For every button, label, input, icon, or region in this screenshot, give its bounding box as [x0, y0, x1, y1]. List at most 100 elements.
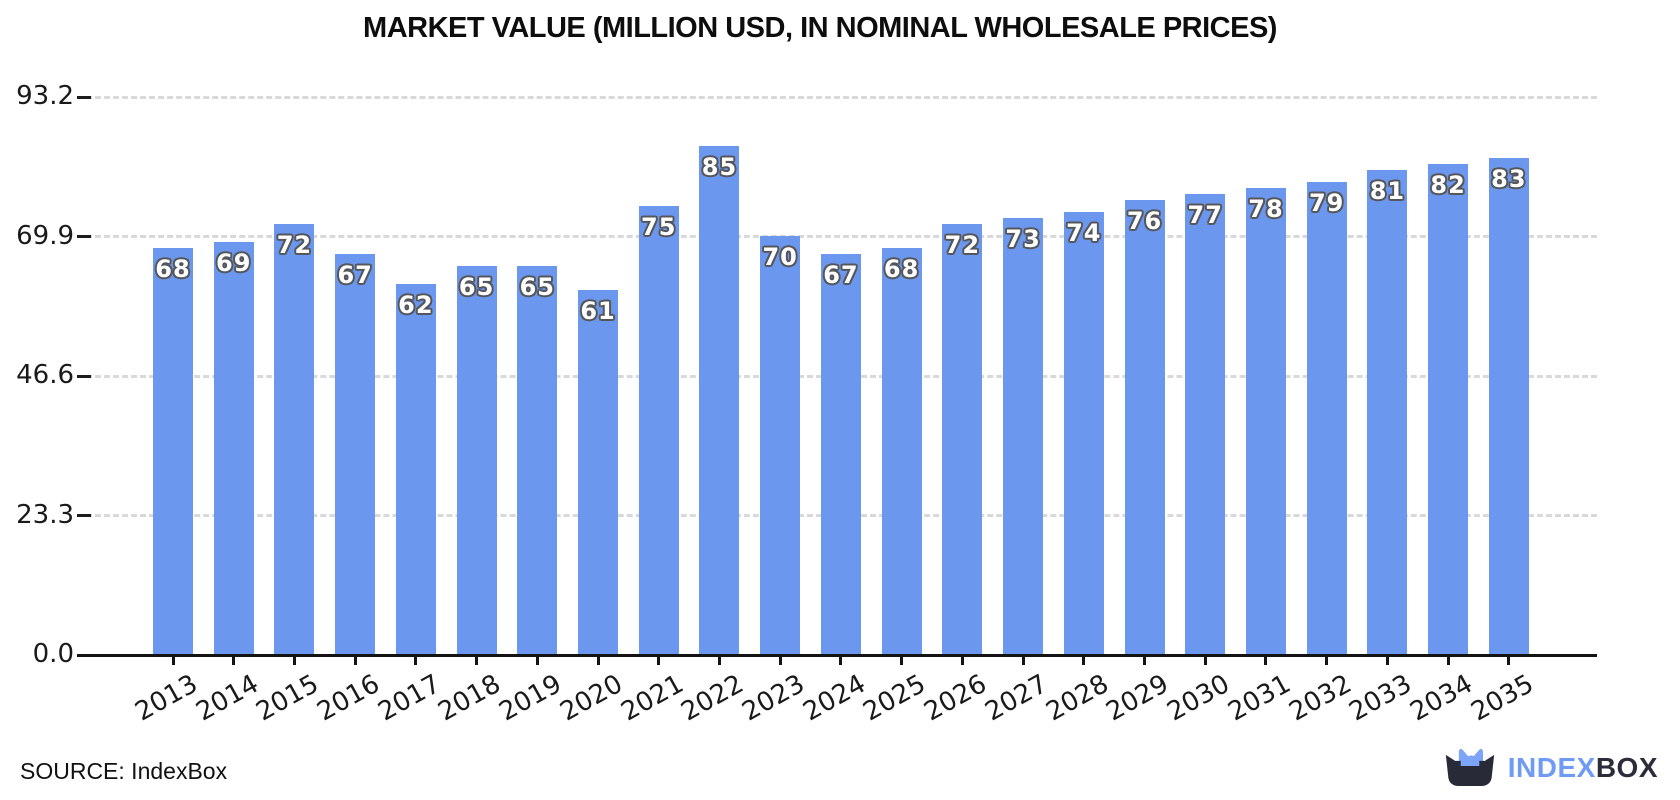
- x-axis-label: 2017: [373, 669, 446, 728]
- x-axis-label: 2032: [1283, 669, 1357, 728]
- bar: [395, 283, 436, 655]
- bar: [1124, 199, 1165, 655]
- x-axis-tick: [657, 656, 661, 665]
- x-axis-label: 2018: [433, 669, 507, 728]
- indexbox-logo: INDEXBOX: [1444, 742, 1658, 794]
- bar-value-label: 69: [216, 248, 252, 277]
- bar: [1003, 217, 1044, 655]
- bar-value-label: 79: [1308, 189, 1345, 218]
- x-axis-tick: [1507, 656, 1511, 665]
- x-axis-label: 2023: [737, 669, 810, 728]
- bar: [699, 146, 740, 655]
- bar-value-label: 77: [1187, 200, 1223, 229]
- x-axis-line: [77, 653, 1597, 657]
- y-axis-tick: [77, 95, 91, 99]
- bar: [1306, 182, 1347, 655]
- logo-box-cat-icon: [1444, 742, 1496, 794]
- bar-value-label: 74: [1066, 218, 1102, 247]
- bar: [1428, 164, 1469, 655]
- y-axis-tick-label: 93.2: [16, 81, 74, 111]
- x-axis-label: 2020: [555, 669, 628, 728]
- bar-value-label: 83: [1491, 165, 1527, 194]
- bar: [153, 247, 193, 655]
- y-axis-tick-label: 46.6: [16, 360, 74, 390]
- bar-value-label: 73: [1005, 224, 1041, 253]
- x-axis-label: 2024: [798, 669, 871, 728]
- chart-title: MARKET VALUE (MILLION USD, IN NOMINAL WH…: [363, 12, 1277, 44]
- gridline: [77, 235, 1597, 238]
- bar-value-label: 67: [823, 260, 859, 289]
- x-axis-label: 2013: [130, 669, 203, 728]
- y-axis-tick: [77, 514, 91, 517]
- x-axis-tick: [535, 656, 539, 665]
- logo-text: INDEXBOX: [1508, 752, 1658, 784]
- x-axis-tick: [839, 656, 843, 665]
- bar: [1185, 193, 1226, 655]
- logo-text-box: BOX: [1595, 752, 1658, 783]
- bar-value-label: 67: [337, 260, 373, 289]
- x-axis-tick: [1264, 656, 1268, 665]
- bar-value-label: 72: [944, 230, 981, 259]
- x-axis-label: 2014: [190, 669, 264, 728]
- bar: [881, 247, 922, 655]
- x-axis-label: 2031: [1223, 669, 1296, 728]
- x-axis-tick: [1143, 656, 1147, 665]
- bar: [942, 223, 983, 655]
- gridline: [77, 95, 1597, 99]
- x-axis-label: 2021: [615, 669, 689, 728]
- bar-value-label: 62: [398, 290, 434, 319]
- x-axis-tick: [778, 656, 782, 665]
- bar: [638, 205, 679, 655]
- bar-value-label: 72: [276, 230, 313, 259]
- y-axis-tick-label: 0.0: [32, 639, 74, 669]
- x-axis-label: 2016: [312, 669, 385, 728]
- source-label: SOURCE: IndexBox: [20, 758, 228, 784]
- x-axis-label: 2026: [919, 669, 992, 728]
- y-axis-tick: [77, 374, 91, 378]
- x-axis-label: 2029: [1101, 669, 1175, 728]
- x-axis-tick: [1325, 656, 1329, 665]
- bar: [274, 223, 315, 655]
- bar-value-label: 65: [458, 272, 495, 301]
- x-axis-tick: [414, 656, 418, 665]
- x-axis-label: 2034: [1405, 669, 1478, 728]
- bar: [820, 253, 861, 655]
- x-axis-tick: [475, 656, 479, 665]
- x-axis-label: 2028: [1040, 669, 1114, 728]
- bar: [760, 235, 801, 655]
- bar: [213, 241, 254, 655]
- y-axis-tick-label: 69.9: [16, 220, 74, 251]
- x-axis-tick: [960, 656, 964, 665]
- x-axis-label: 2035: [1465, 669, 1539, 728]
- bar: [335, 253, 376, 655]
- x-axis-tick: [1385, 656, 1389, 665]
- bar-value-label: 85: [701, 153, 738, 182]
- bar-value-label: 82: [1430, 171, 1466, 200]
- y-axis-tick-label: 23.3: [16, 499, 74, 530]
- bar-value-label: 65: [519, 272, 556, 301]
- x-axis-tick: [1021, 656, 1025, 665]
- x-axis-label: 2025: [858, 669, 932, 728]
- x-axis-tick: [232, 656, 236, 665]
- x-axis-label: 2030: [1162, 669, 1235, 728]
- x-axis-tick: [353, 656, 357, 665]
- bar-value-label: 70: [762, 242, 798, 271]
- x-axis-label: 2022: [676, 669, 750, 728]
- logo-text-index: INDEX: [1507, 752, 1596, 783]
- bar: [517, 265, 558, 655]
- bar: [578, 289, 619, 655]
- x-axis-tick: [292, 656, 296, 665]
- x-axis-label: 2033: [1344, 669, 1417, 728]
- x-axis-tick: [717, 656, 721, 665]
- bar-value-label: 75: [641, 212, 677, 241]
- x-axis-tick: [900, 656, 904, 665]
- x-axis-tick: [171, 656, 175, 665]
- x-axis-tick: [1082, 656, 1086, 665]
- bar-value-label: 76: [1126, 206, 1163, 235]
- y-axis-tick: [77, 235, 91, 238]
- x-axis-label: 2027: [980, 669, 1053, 728]
- bar: [1367, 170, 1408, 655]
- bar-value-label: 81: [1369, 177, 1406, 206]
- x-axis-tick: [1446, 656, 1450, 665]
